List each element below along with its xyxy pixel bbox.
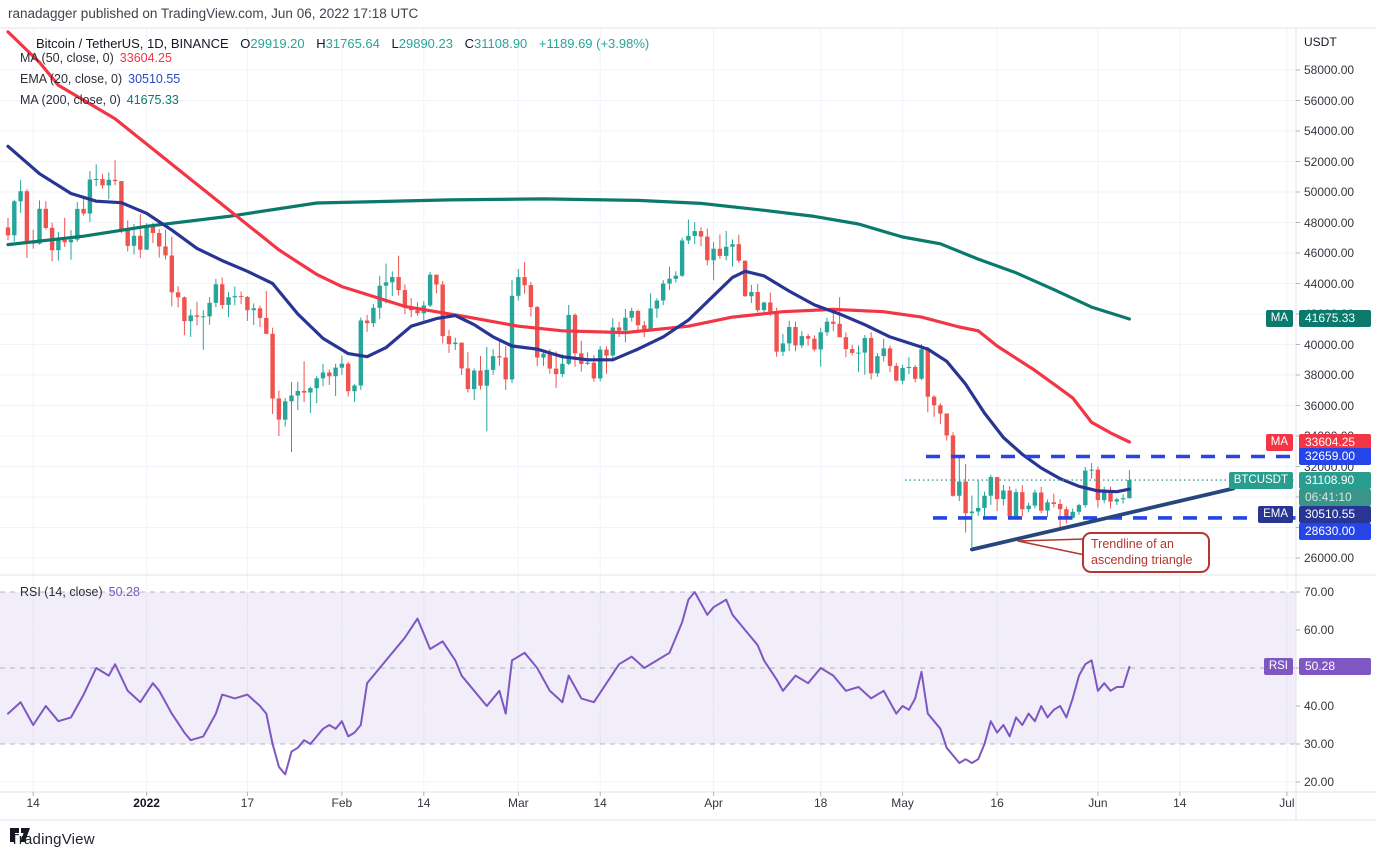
rsi-badge-value: 50.28: [1299, 658, 1371, 676]
ma50-value: 33604.25: [119, 51, 172, 65]
support-badge-value: 28630.00: [1299, 523, 1371, 540]
time-axis-label: Mar: [507, 796, 529, 810]
symbol-badge-label: BTCUSDT: [1228, 471, 1293, 489]
publish-header: ranadagger published on TradingView.com,…: [8, 6, 419, 21]
price-axis-label: 52000.00: [1304, 154, 1355, 169]
rsi-axis-label: 60.00: [1304, 623, 1335, 637]
price-axis-label: 56000.00: [1304, 93, 1355, 108]
badge-row-ema20: EMA 30510.55: [0, 505, 1376, 523]
price-axis-label: 26000.00: [1304, 551, 1355, 565]
badge-row-ma50: MA 33604.25: [0, 433, 1376, 451]
time-axis-label: Apr: [704, 796, 723, 810]
badge-row-countdown: 06:41:10: [0, 488, 1376, 506]
last-price-badge-value: 31108.90: [1299, 471, 1371, 489]
ma50-badge-value: 33604.25: [1299, 433, 1371, 451]
time-axis-label: 16: [990, 796, 1004, 810]
time-axis-label: 17: [240, 796, 255, 810]
time-axis-label: Jul: [1279, 796, 1295, 810]
ohlc-high: H31765.64: [316, 36, 380, 51]
rsi-legend[interactable]: RSI (14, close) 50.28: [20, 585, 140, 599]
change-value: +1189.69 (+3.98%): [538, 36, 650, 51]
time-axis-label: May: [891, 796, 914, 810]
rsi-value: 50.28: [108, 585, 140, 599]
trendline-annotation[interactable]: Trendline of an ascending triangle: [1082, 532, 1210, 574]
rsi-axis-label: 70.00: [1304, 585, 1335, 599]
time-axis-label: 14: [417, 796, 431, 810]
badge-row-last-price: BTCUSDT 31108.90: [0, 471, 1376, 489]
price-axis-label: 36000.00: [1304, 398, 1355, 413]
price-axis-label: 46000.00: [1304, 246, 1355, 260]
indicator-row-ma50[interactable]: MA (50, close, 0) 33604.25: [20, 51, 172, 65]
rsi-badge-label: RSI: [1263, 658, 1293, 676]
badge-row-resistance: 32659.00: [0, 447, 1376, 465]
ema20-badge-label: EMA: [1258, 505, 1293, 523]
ma200-value: 41675.33: [126, 93, 179, 107]
ohlc-close: C31108.90: [464, 36, 528, 51]
rsi-axis-label: 30.00: [1304, 737, 1335, 751]
ohlc-open: O29919.20: [240, 36, 305, 51]
price-axis-label: 58000.00: [1304, 63, 1355, 77]
ema20-badge-value: 30510.55: [1299, 505, 1371, 523]
time-axis-label: 18: [814, 796, 828, 810]
ma200-badge-label: MA: [1265, 310, 1293, 328]
price-axis-label: 40000.00: [1304, 337, 1355, 352]
time-axis-label: Jun: [1088, 796, 1108, 810]
time-axis-label: 2022: [133, 796, 160, 810]
indicator-row-ma200[interactable]: MA (200, close, 0) 41675.33: [20, 93, 179, 107]
tradingview-brand[interactable]: TradingView: [10, 830, 95, 848]
axis-currency-label: USDT: [1304, 35, 1337, 49]
price-axis-label: 48000.00: [1304, 215, 1355, 230]
time-axis-label: 14: [26, 796, 40, 810]
tradingview-logo-icon[interactable]: [10, 828, 31, 843]
price-axis-label: 50000.00: [1304, 185, 1355, 199]
time-axis-label: Feb: [331, 796, 353, 810]
footer: TradingView: [10, 828, 95, 850]
time-axis-label: 14: [1173, 796, 1187, 810]
price-axis-label: 38000.00: [1304, 368, 1355, 382]
rsi-axis-label: 40.00: [1304, 699, 1335, 713]
badge-row-rsi: RSI 50.28: [0, 658, 1376, 676]
symbol-title[interactable]: Bitcoin / TetherUS, 1D, BINANCE: [36, 36, 229, 51]
ohlc-low: L29890.23: [391, 36, 453, 51]
rsi-axis-label: 20.00: [1304, 775, 1335, 789]
symbol-legend: Bitcoin / TetherUS, 1D, BINANCE O29919.2…: [36, 36, 657, 51]
badge-row-ma200: MA 41675.33: [0, 310, 1376, 328]
countdown-badge-value: 06:41:10: [1299, 488, 1371, 506]
time-axis-label: 14: [593, 796, 607, 810]
ma50-badge-label: MA: [1265, 433, 1293, 451]
price-axis-label: 54000.00: [1304, 124, 1355, 138]
ma200-badge-value: 41675.33: [1299, 310, 1371, 328]
badge-row-support: 28630.00: [0, 523, 1376, 540]
price-axis-label: 44000.00: [1304, 276, 1355, 291]
resistance-badge-value: 32659.00: [1299, 447, 1371, 465]
ema20-value: 30510.55: [128, 72, 181, 86]
indicator-row-ema20[interactable]: EMA (20, close, 0) 30510.55: [20, 72, 181, 86]
